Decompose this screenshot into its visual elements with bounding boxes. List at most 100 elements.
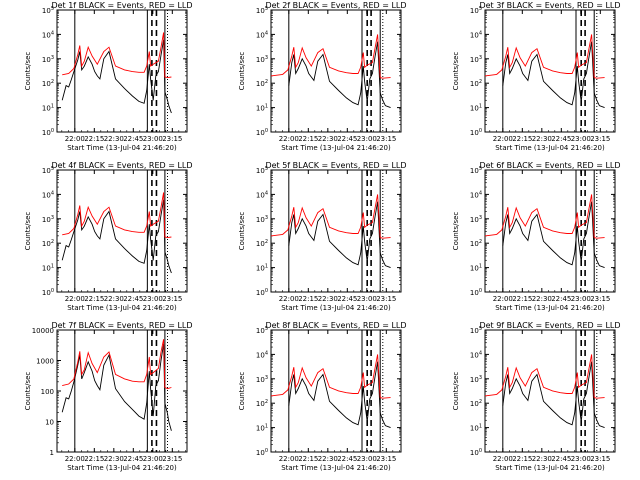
y-tick-label: 100 xyxy=(470,128,482,137)
plot-frame xyxy=(56,169,188,293)
panel-5: Det 5f BLACK = Events, RED = LLD 100 101 10… xyxy=(238,161,407,312)
x-tick-label: 22:15 xyxy=(298,295,318,303)
y-tick-label: 101 xyxy=(470,104,482,113)
x-tick-label: 22:15 xyxy=(512,295,532,303)
x-tick-label: 23:00 xyxy=(143,135,163,143)
panel-title: Det 3f BLACK = Events, RED = LLD xyxy=(479,1,620,10)
x-tick-label: 22:15 xyxy=(84,295,104,303)
x-tick-label: 23:15 xyxy=(162,295,182,303)
series-lld-line xyxy=(484,194,605,239)
series-lld-line xyxy=(484,354,605,399)
x-tick-label: 22:30 xyxy=(532,455,552,463)
panel-title: Det 7f BLACK = Events, RED = LLD xyxy=(51,321,192,330)
series-lld-line xyxy=(270,354,391,399)
y-tick-label: 104 xyxy=(42,30,54,39)
y-tick-label: 1 xyxy=(50,449,54,457)
x-tick-label: 22:00 xyxy=(493,295,513,303)
x-tick-label: 23:00 xyxy=(357,295,377,303)
x-tick-label: 22:00 xyxy=(65,455,85,463)
x-tick-label: 23:15 xyxy=(590,135,610,143)
x-tick-label: 22:15 xyxy=(298,455,318,463)
x-tick-label: 22:30 xyxy=(532,295,552,303)
x-tick-label: 22:45 xyxy=(123,135,143,143)
y-tick-label: 102 xyxy=(470,399,482,408)
y-tick-label: 100 xyxy=(256,448,268,457)
x-axis-label: Start Time (13-Jul-04 21:46:20) xyxy=(495,304,605,312)
y-tick-label: 100 xyxy=(470,448,482,457)
x-axis-label: Start Time (13-Jul-04 21:46:20) xyxy=(67,464,177,472)
panel-6: Det 6f BLACK = Events, RED = LLD 100 101 10… xyxy=(452,161,621,312)
x-tick-label: 22:45 xyxy=(551,455,571,463)
x-tick-label: 22:30 xyxy=(104,295,124,303)
series-events-line xyxy=(61,39,172,114)
panel-title: Det 4f BLACK = Events, RED = LLD xyxy=(51,161,192,170)
x-tick-label: 22:30 xyxy=(104,135,124,143)
x-tick-label: 23:00 xyxy=(571,295,591,303)
panel-title: Det 1f BLACK = Events, RED = LLD xyxy=(51,1,192,10)
panel-4: Det 4f BLACK = Events, RED = LLD 100 101 10… xyxy=(24,161,193,312)
x-tick-label: 23:15 xyxy=(590,295,610,303)
y-tick-label: 101 xyxy=(256,104,268,113)
y-tick-label: 105 xyxy=(256,6,268,15)
y-tick-label: 10000 xyxy=(32,327,54,335)
y-tick-label: 1000 xyxy=(36,358,54,366)
y-tick-label: 101 xyxy=(42,264,54,273)
y-tick-label: 102 xyxy=(256,79,268,88)
y-axis-label: Counts/sec xyxy=(24,212,32,251)
y-tick-label: 100 xyxy=(470,288,482,297)
y-tick-label: 100 xyxy=(256,288,268,297)
series-lld-line xyxy=(270,194,391,239)
y-tick-label: 105 xyxy=(42,166,54,175)
y-tick-label: 105 xyxy=(470,326,482,335)
y-tick-label: 104 xyxy=(470,30,482,39)
y-tick-label: 104 xyxy=(256,350,268,359)
series-events-line xyxy=(502,201,605,269)
y-tick-label: 101 xyxy=(470,424,482,433)
plot-frame xyxy=(270,9,402,133)
series-lld-line xyxy=(62,192,172,239)
panel-7: Det 7f BLACK = Events, RED = LLD 1 10 100 10… xyxy=(24,321,193,472)
y-axis-label: Counts/sec xyxy=(452,372,460,411)
y-tick-label: 103 xyxy=(470,55,482,64)
y-tick-label: 103 xyxy=(42,215,54,224)
x-axis-label: Start Time (13-Jul-04 21:46:20) xyxy=(67,304,177,312)
panel-8: Det 8f BLACK = Events, RED = LLD 100 101 10… xyxy=(238,321,407,472)
x-tick-label: 22:45 xyxy=(337,455,357,463)
x-tick-label: 22:30 xyxy=(318,295,338,303)
x-tick-label: 23:00 xyxy=(357,455,377,463)
x-tick-label: 22:15 xyxy=(84,455,104,463)
x-tick-label: 22:00 xyxy=(279,295,299,303)
x-tick-label: 22:30 xyxy=(532,135,552,143)
y-axis-label: Counts/sec xyxy=(238,212,246,251)
x-tick-label: 22:45 xyxy=(123,455,143,463)
y-tick-label: 101 xyxy=(42,104,54,113)
y-tick-label: 104 xyxy=(470,190,482,199)
series-events-line xyxy=(502,41,605,109)
y-tick-label: 103 xyxy=(256,375,268,384)
x-tick-label: 23:15 xyxy=(376,135,396,143)
x-tick-label: 22:45 xyxy=(123,295,143,303)
y-axis-label: Counts/sec xyxy=(452,52,460,91)
x-tick-label: 22:30 xyxy=(318,135,338,143)
x-tick-label: 22:45 xyxy=(337,295,357,303)
x-axis-label: Start Time (13-Jul-04 21:46:20) xyxy=(281,304,391,312)
panel-1: Det 1f BLACK = Events, RED = LLD 100 101 10… xyxy=(24,1,193,152)
y-tick-label: 103 xyxy=(42,55,54,64)
x-tick-label: 22:00 xyxy=(493,455,513,463)
panel-title: Det 8f BLACK = Events, RED = LLD xyxy=(265,321,406,330)
y-tick-label: 103 xyxy=(470,375,482,384)
y-tick-label: 105 xyxy=(470,6,482,15)
x-tick-label: 22:00 xyxy=(65,135,85,143)
series-events-line xyxy=(502,361,605,429)
y-axis-label: Counts/sec xyxy=(24,52,32,91)
plot-frame xyxy=(270,329,402,453)
series-events-line xyxy=(61,343,172,431)
y-tick-label: 104 xyxy=(470,350,482,359)
y-tick-label: 100 xyxy=(41,388,54,396)
x-tick-label: 23:00 xyxy=(571,455,591,463)
x-axis-label: Start Time (13-Jul-04 21:46:20) xyxy=(495,464,605,472)
y-axis-label: Counts/sec xyxy=(238,372,246,411)
y-axis-label: Counts/sec xyxy=(238,52,246,91)
x-tick-label: 23:00 xyxy=(143,295,163,303)
